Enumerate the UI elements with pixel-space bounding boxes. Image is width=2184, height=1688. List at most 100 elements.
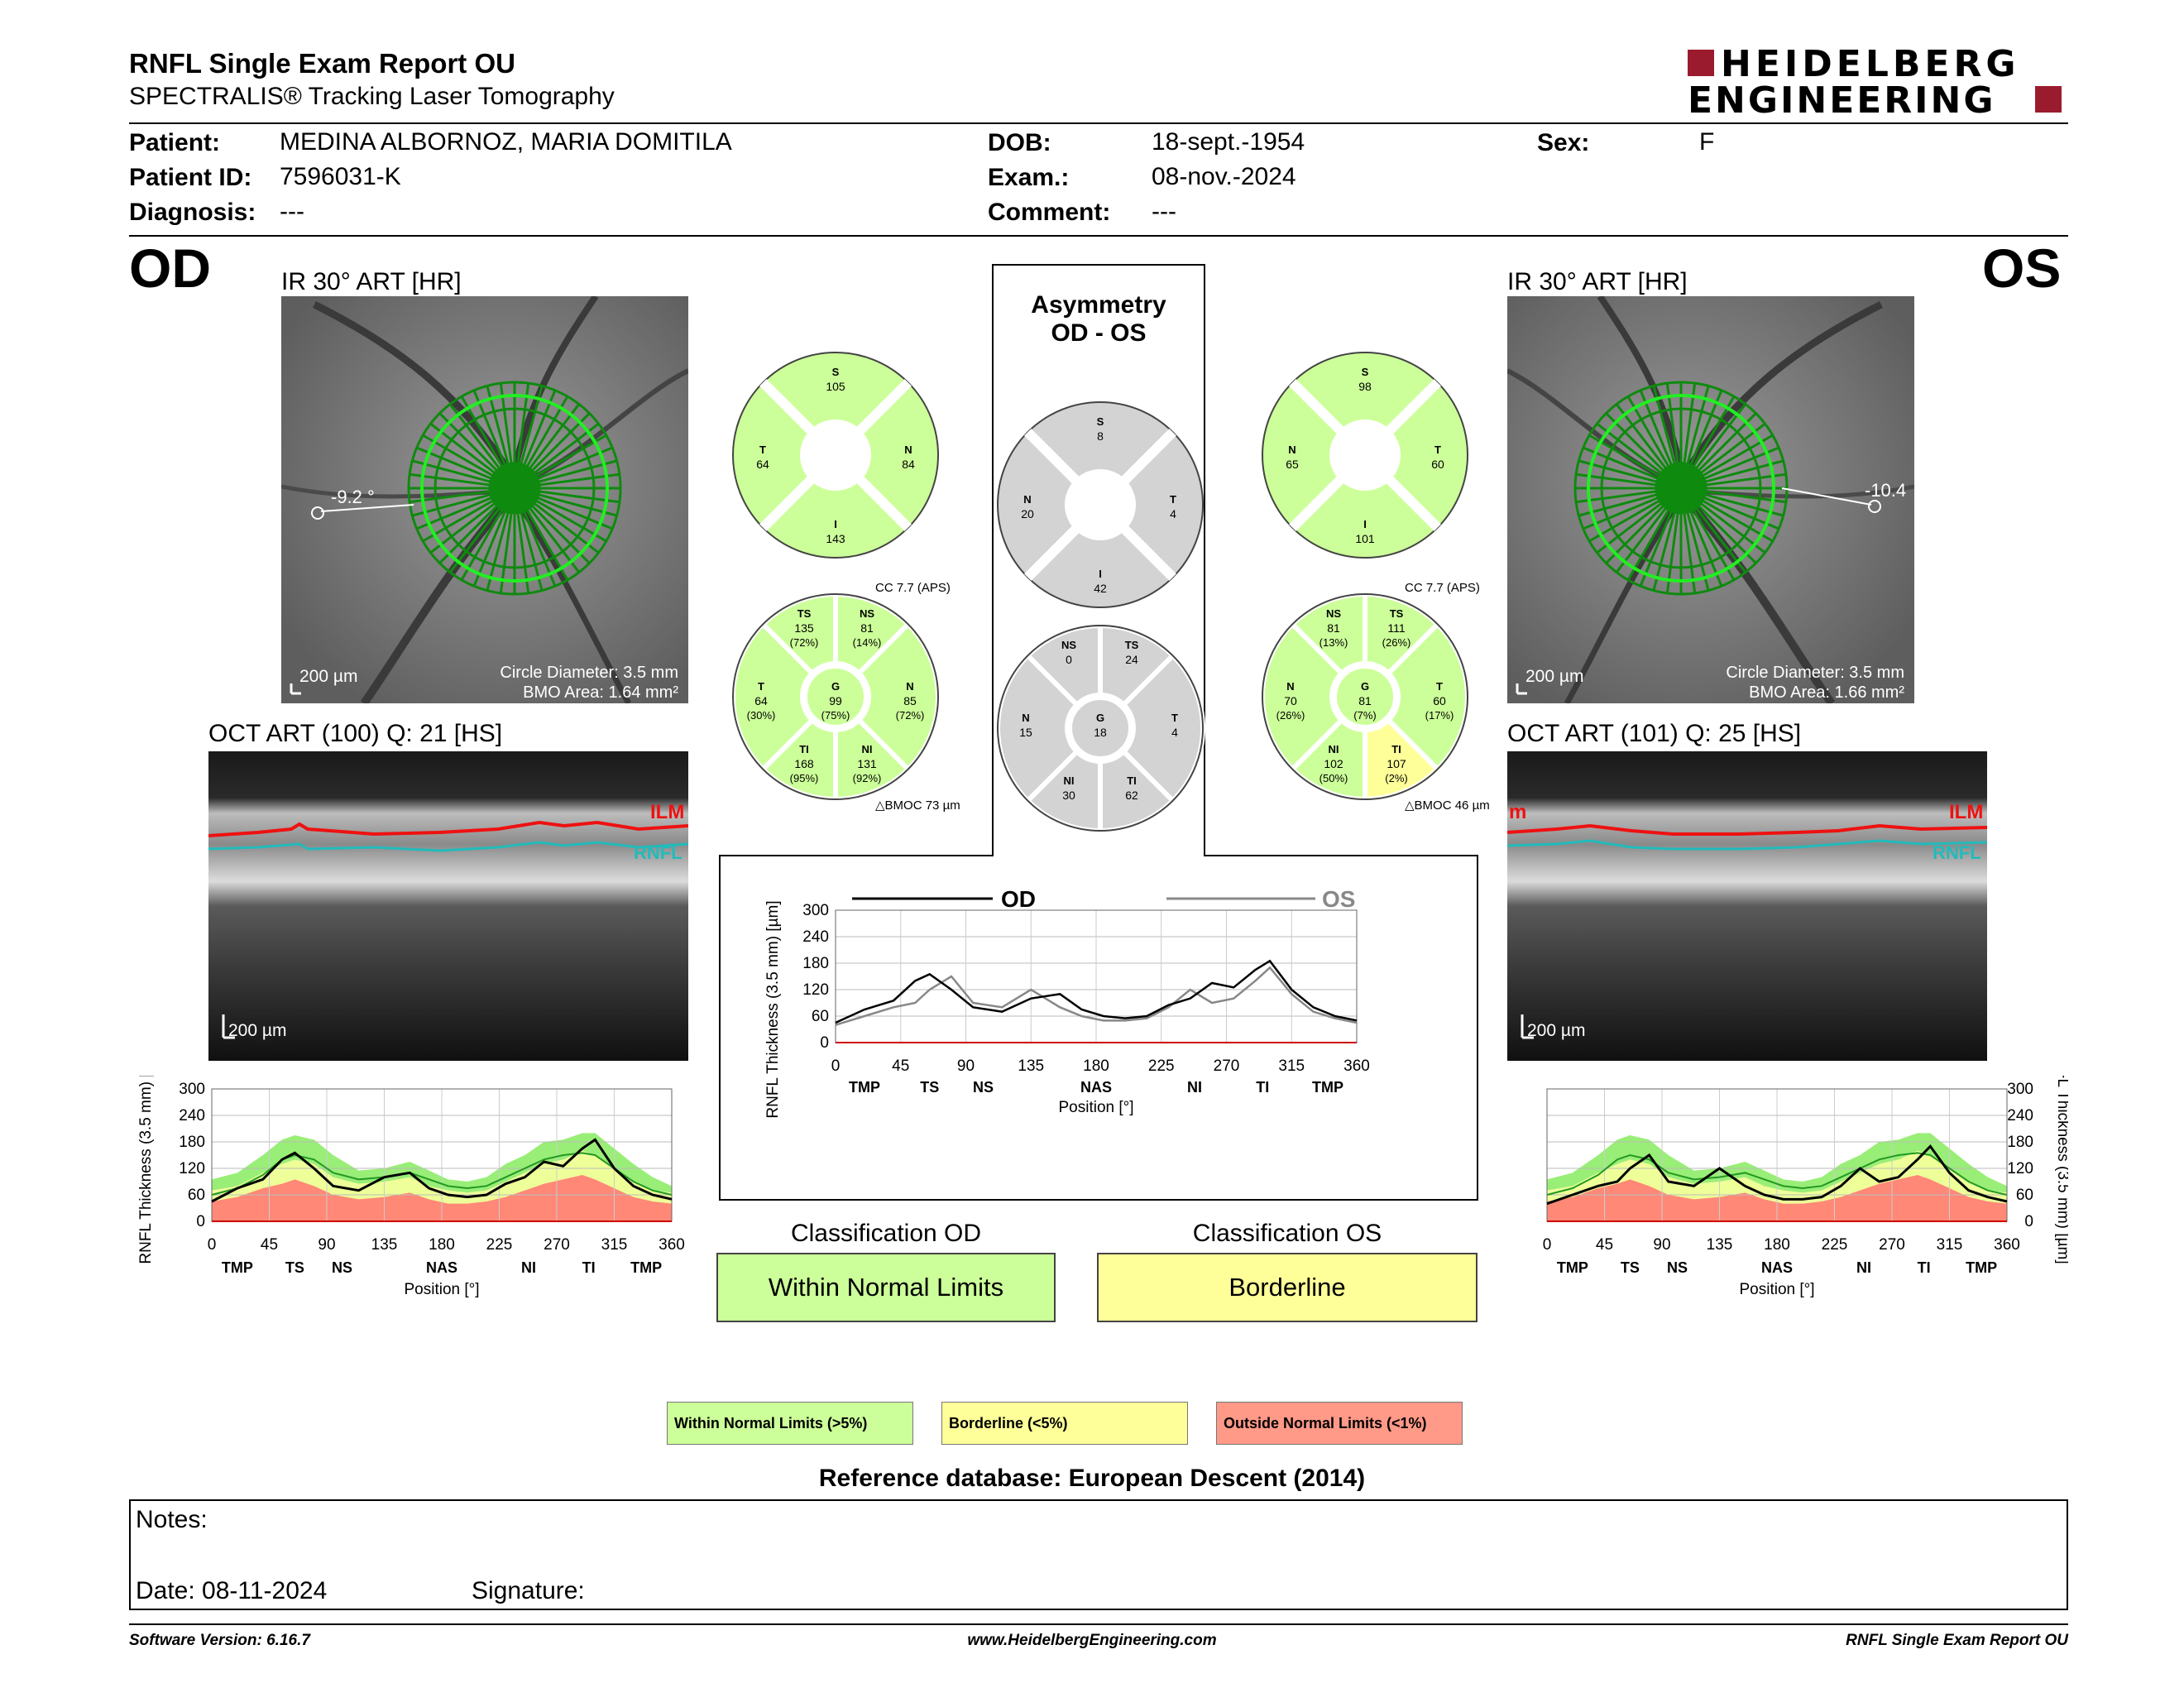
sector-value: 60 (1433, 694, 1446, 707)
sector-axis-label: TI (582, 1259, 596, 1276)
normative-mean-line (211, 1152, 673, 1196)
od-oct-image[interactable]: ILM RNFL 200 µm (208, 751, 688, 1061)
sector-axis-label: TMP (1557, 1259, 1588, 1276)
quadrant-label: S (832, 366, 840, 378)
od-cc-label: CC 7.7 (APS) (875, 581, 951, 595)
sector-outline (997, 625, 1204, 832)
os-fundus-scale: 200 µm (1525, 667, 1584, 686)
sector-label: TI (799, 743, 809, 755)
legend-onl-text: Outside Normal Limits (<1%) (1224, 1414, 1427, 1431)
diagnosis-value: --- (280, 198, 304, 225)
quadrant-divider (1289, 379, 1345, 435)
exam-label: Exam.: (988, 164, 1070, 191)
quadrant-value: 84 (902, 458, 915, 471)
quadrant-value: 65 (1286, 458, 1299, 471)
y-tick-label: 120 (2007, 1160, 2033, 1177)
footer-divider (129, 1623, 2068, 1625)
sector-label: T (758, 680, 764, 693)
os-bmoc-text: BMOC 46 µm (1414, 798, 1490, 813)
quadrant-value: 20 (1021, 507, 1034, 520)
sector-percent: (75%) (821, 709, 850, 722)
od-fundus-image[interactable]: -9.2 ° 200 µm Circle Diameter: 3.5 mm BM… (281, 296, 688, 703)
sector-axis-label: TS (285, 1259, 304, 1276)
logo-line1: HEIDELBERG (1721, 43, 2020, 85)
sector-value: 70 (1284, 694, 1297, 707)
y-tick-label: 180 (2007, 1134, 2033, 1151)
y-tick-label: 60 (812, 1008, 829, 1025)
quadrant-label: I (1363, 518, 1367, 530)
y-tick-label: 0 (196, 1213, 205, 1230)
sector-value: 99 (829, 694, 842, 707)
asym-title-line1: Asymmetry (1031, 291, 1166, 319)
sector-label: T (1171, 712, 1178, 724)
classification-od-value: Within Normal Limits (768, 1273, 1004, 1302)
od-bmo-area: BMO Area: 1.64 mm² (523, 683, 678, 702)
notes-label: Notes: (136, 1506, 208, 1533)
od-rnfl-line (835, 959, 1358, 1024)
od-oct-svg (208, 751, 688, 1061)
quadrant-label: I (1099, 568, 1102, 580)
sector-axis-label: NAS (426, 1259, 457, 1276)
os-oct-svg (1507, 751, 1987, 1061)
sector-value: 18 (1094, 726, 1107, 739)
x-tick-label: 315 (1937, 1236, 1963, 1254)
quadrant-label: S (1097, 415, 1104, 428)
quadrant-center (1329, 420, 1401, 491)
sector-percent: (26%) (1276, 709, 1305, 722)
asymmetry-title: Asymmetry OD - OS (993, 291, 1205, 348)
os-bmo-area: BMO Area: 1.66 mm² (1749, 683, 1904, 702)
os-oct-scale: 200 µm (1527, 1021, 1586, 1040)
sector-value: 131 (857, 757, 877, 770)
os-fundus-image[interactable]: -10.4 200 µm Circle Diameter: 3.5 mm BMO… (1507, 296, 1914, 703)
y-tick-label: 240 (179, 1107, 205, 1125)
quadrant-divider (1289, 475, 1345, 531)
sector-axis-label: NAS (1080, 1079, 1112, 1096)
header-divider (129, 122, 2068, 124)
sector-label: T (1436, 680, 1443, 693)
diagnosis-label: Diagnosis: (129, 199, 256, 226)
od-angle: -9.2 ° (331, 487, 375, 507)
quadrant-divider (855, 475, 912, 531)
comment-value: --- (1152, 198, 1176, 225)
od-quadrant-chart: S 105 T 64 N 84 I 143 (732, 352, 939, 559)
x-tick-label: 315 (601, 1236, 628, 1254)
normative-mean-line (1546, 1152, 2008, 1196)
classification-od-box: Within Normal Limits (716, 1253, 1056, 1322)
dob-label: DOB: (988, 129, 1051, 156)
exam-date: 08-nov.-2024 (1152, 163, 1296, 190)
os-oct-image[interactable]: m ILM RNFL 200 µm (1507, 751, 1987, 1061)
quadrant-center (1065, 469, 1136, 540)
sector-percent: (30%) (747, 709, 776, 722)
sector-axis-label: NS (973, 1079, 994, 1096)
sector-value: 111 (1387, 621, 1405, 635)
notes-box[interactable]: Notes: Date: 08-11-2024 Signature: (129, 1499, 2068, 1610)
sector-value: 81 (1358, 694, 1372, 707)
y-axis-label: RNFL Thickness (3.5 mm) [µm] (764, 900, 782, 1118)
x-tick-label: 135 (1018, 1057, 1044, 1075)
center-panel-outline (719, 264, 1478, 1201)
quadrant-label: N (1023, 493, 1031, 506)
os-ilm-label: ILM (1949, 801, 1984, 823)
sector-outline (732, 593, 939, 800)
legend-wnl-text: Within Normal Limits (>5%) (674, 1414, 868, 1431)
legend-os-text: OS (1322, 886, 1355, 912)
sector-value: 0 (1066, 653, 1072, 666)
report-title: RNFL Single Exam Report OU (129, 48, 515, 79)
sector-value: 168 (794, 757, 814, 770)
y-tick-label: 180 (802, 955, 829, 972)
x-tick-label: 90 (318, 1236, 335, 1254)
quadrant-value: 42 (1094, 582, 1107, 595)
patient-id-label: Patient ID: (129, 164, 252, 191)
y-axis-label: RNFL Thickness (3.5 mm) [µm] (2054, 1076, 2068, 1264)
patient-rnfl-line (1546, 1144, 2008, 1206)
sector-axis-label: NS (1667, 1259, 1688, 1276)
signature-label: Signature: (472, 1577, 585, 1604)
sector-label: NS (1061, 639, 1076, 651)
od-fundus-scale: 200 µm (299, 667, 358, 686)
website-url[interactable]: www.HeidelbergEngineering.com (967, 1632, 1217, 1649)
quadrant-label: T (759, 444, 766, 456)
sector-value: 81 (1327, 621, 1340, 635)
x-tick-label: 90 (957, 1057, 975, 1075)
x-axis-label: Position [°] (1739, 1281, 1814, 1298)
